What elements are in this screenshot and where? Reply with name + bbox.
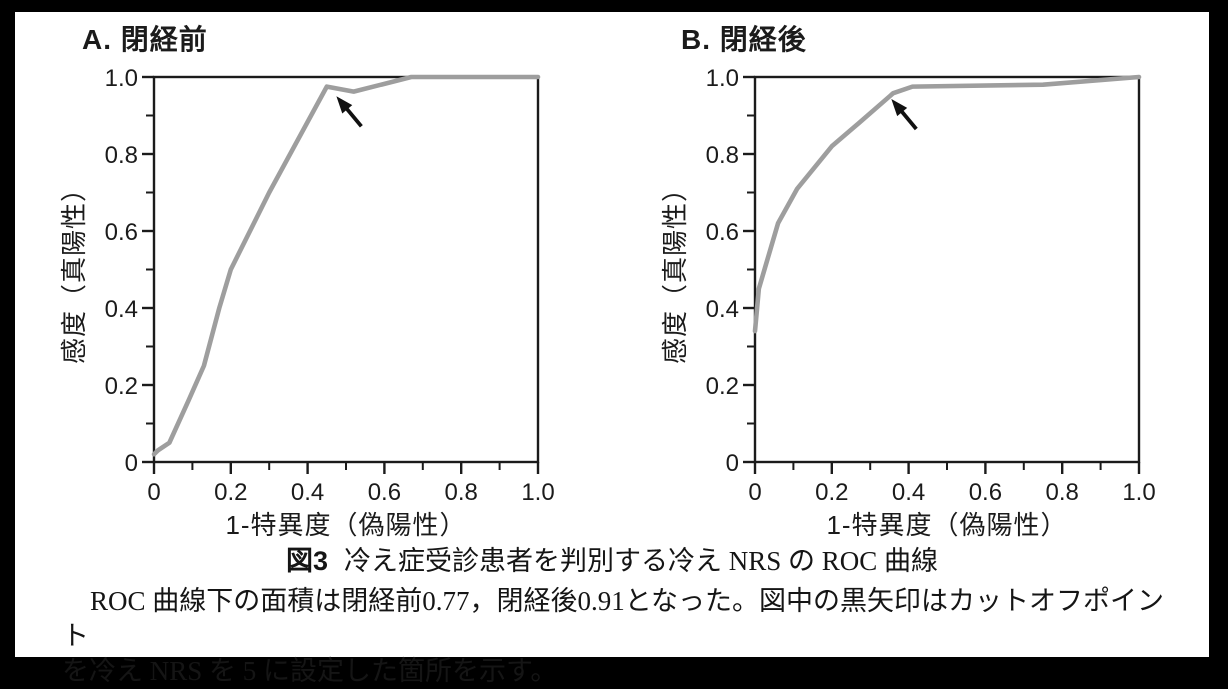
y-tick-label: 0.8 [105, 142, 138, 169]
y-tick-label: 1.0 [706, 65, 739, 92]
roc-curve [752, 74, 1142, 334]
y-tick-label: 1.0 [105, 65, 138, 92]
y-tick-label: 0.2 [105, 373, 138, 400]
x-axis-label: 1-特異度（偽陽性） [225, 510, 466, 540]
y-tick-label: 0.4 [706, 296, 739, 323]
x-axis-label: 1-特異度（偽陽性） [826, 510, 1067, 540]
figure-frame: A. 閉経前 B. 閉経後 0 0.2 0.4 0.6 0.8 1.0 0 0.2 0.4 0.6… [15, 12, 1209, 686]
roc-curve [151, 74, 541, 457]
x-tick-label: 0 [147, 479, 160, 506]
y-tick-label: 0 [125, 450, 138, 477]
panel-a-title: A. 閉経前 [82, 24, 208, 55]
y-tick-label: 0.2 [706, 373, 739, 400]
cutoff-arrow-head [336, 96, 353, 114]
figure-number-label: 図3 [285, 546, 328, 576]
x-tick-label: 0.8 [1046, 479, 1079, 506]
y-tick-label: 0.4 [105, 296, 138, 323]
x-tick-label: 0.2 [214, 479, 247, 506]
y-tick-label: 0 [726, 450, 739, 477]
x-tick-label: 0.6 [368, 479, 401, 506]
y-tick-label: 0.8 [706, 142, 739, 169]
plot-box [753, 75, 1141, 464]
y-tick-label: 0.6 [105, 219, 138, 246]
x-tick-label: 0.8 [445, 479, 478, 506]
caption-body-line1: ROC 曲線下の面積は閉経前0.77，閉経後0.91となった。図中の黒矢印はカッ… [62, 586, 1164, 651]
caption-body-line2: を冷え NRS を 5 に設定した箇所を示す。 [62, 656, 558, 686]
figure-caption: 図3 冷え症受診患者を判別する冷え NRS の ROC 曲線 ROC 曲線下の面積… [15, 545, 1209, 689]
y-tick-label: 0.6 [706, 219, 739, 246]
x-tick-label: 0 [748, 479, 761, 506]
x-tick-label: 0.6 [969, 479, 1002, 506]
figure-caption-title: 図3 冷え症受診患者を判別する冷え NRS の ROC 曲線 [15, 545, 1209, 577]
figure-title-text: 冷え症受診患者を判別する冷え NRS の ROC 曲線 [343, 546, 939, 576]
figure-caption-body: ROC 曲線下の面積は閉経前0.77，閉経後0.91となった。図中の黒矢印はカッ… [62, 584, 1181, 689]
y-axis-label: 感度（真陽性） [59, 175, 89, 364]
cutoff-arrow-head [891, 98, 908, 117]
x-tick-label: 0.2 [815, 479, 848, 506]
x-tick-label: 1.0 [521, 479, 554, 506]
roc-chart-premenopause: 0 0.2 0.4 0.6 0.8 1.0 0 0.2 0.4 0.6 0.8 1.0 1-特異度（偽陽… [59, 65, 555, 540]
x-tick-label: 0.4 [892, 479, 925, 506]
plot-box [152, 75, 540, 464]
panel-b-title: B. 閉経後 [681, 24, 807, 55]
x-tick-label: 1.0 [1122, 479, 1155, 506]
roc-chart-postmenopause: 0 0.2 0.4 0.6 0.8 1.0 0 0.2 0.4 0.6 0.8 1.0 1-特異度（偽陽… [660, 65, 1156, 540]
x-tick-label: 0.4 [291, 479, 324, 506]
y-axis-label: 感度（真陽性） [660, 175, 690, 364]
